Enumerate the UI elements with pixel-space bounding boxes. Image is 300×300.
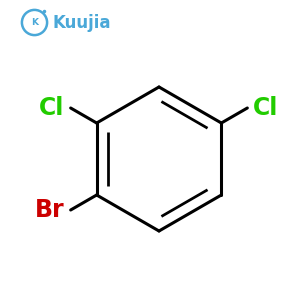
- Text: Br: Br: [35, 198, 65, 222]
- Text: Cl: Cl: [253, 96, 279, 120]
- Text: K: K: [31, 18, 38, 27]
- Text: Cl: Cl: [39, 96, 65, 120]
- Text: Kuujia: Kuujia: [52, 14, 111, 32]
